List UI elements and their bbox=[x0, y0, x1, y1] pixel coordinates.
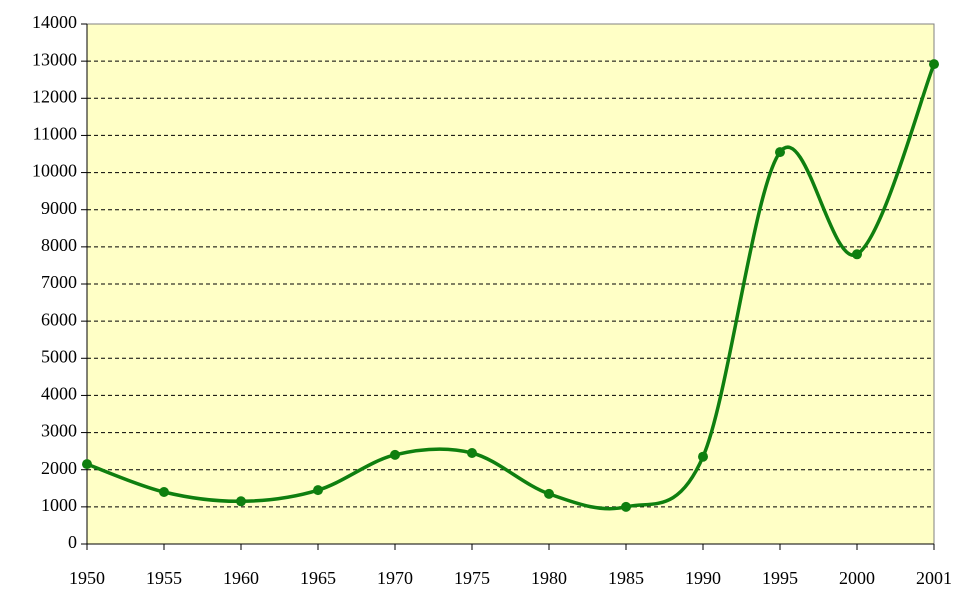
y-tick-label: 1000 bbox=[41, 495, 77, 515]
y-tick-label: 12000 bbox=[32, 86, 77, 106]
y-tick-label: 8000 bbox=[41, 235, 77, 255]
x-tick-label: 1950 bbox=[69, 568, 105, 588]
x-tick-label: 1970 bbox=[377, 568, 413, 588]
point bbox=[159, 487, 169, 497]
point bbox=[544, 488, 554, 499]
y-tick-label: 2000 bbox=[41, 458, 77, 478]
y-tick-label: 9000 bbox=[41, 198, 77, 218]
point bbox=[698, 451, 708, 462]
x-tick-label: 1965 bbox=[300, 568, 336, 588]
y-tick-label: 6000 bbox=[41, 309, 77, 329]
point bbox=[390, 449, 400, 460]
y-tick-label: 7000 bbox=[41, 272, 77, 292]
y-tick-label: 3000 bbox=[41, 421, 77, 441]
x-tick-label: 1985 bbox=[608, 568, 644, 588]
y-tick-label: 5000 bbox=[41, 346, 77, 366]
x-tick-label: 1980 bbox=[531, 568, 567, 588]
y-tick-label: 4000 bbox=[41, 384, 77, 404]
point bbox=[313, 485, 323, 496]
point bbox=[467, 448, 477, 458]
x-tick-label: 1995 bbox=[762, 568, 798, 588]
point bbox=[929, 59, 939, 70]
point bbox=[775, 147, 785, 158]
point bbox=[621, 501, 631, 512]
x-tick-label: 2001 bbox=[916, 568, 952, 588]
y-tick-label: 11000 bbox=[33, 124, 77, 144]
y-tick-label: 10000 bbox=[32, 161, 77, 181]
point bbox=[852, 249, 862, 260]
y-tick-label: 14000 bbox=[32, 12, 77, 32]
line bbox=[86, 63, 936, 511]
y-tick-label: 13000 bbox=[32, 49, 77, 69]
point bbox=[236, 496, 246, 507]
x-tick-label: 1960 bbox=[223, 568, 259, 588]
x-tick-label: 2000 bbox=[839, 568, 875, 588]
x-tick-label: 1990 bbox=[685, 568, 721, 588]
x-tick-label: 1975 bbox=[454, 568, 490, 588]
point bbox=[82, 459, 92, 470]
y-tick-label: 0 bbox=[68, 532, 77, 552]
x-tick-label: 1955 bbox=[146, 568, 182, 588]
